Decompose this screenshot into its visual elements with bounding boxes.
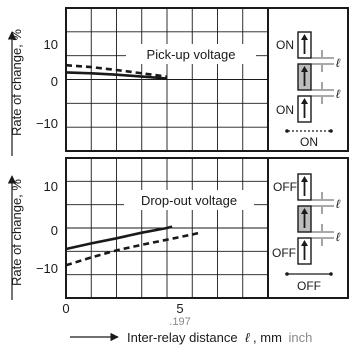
x-axis-label: Inter-relay distance ℓ , mm inch xyxy=(127,330,312,345)
dropout-panel: Drop-out voltage 10 0 −10 Rate of change… xyxy=(7,157,349,300)
x-axis-unit: , mm xyxy=(253,330,282,345)
pickup-series-solid xyxy=(65,71,168,80)
pickup-relay-diagram: ON ON ℓ ℓ ON xyxy=(276,31,341,149)
dropout-relay-diagram: OFF OFF ℓ ℓ OFF xyxy=(272,173,341,293)
dropout-series-solid xyxy=(65,225,173,251)
pickup-ytick-0: 0 xyxy=(51,74,58,89)
x-axis-unit-inch: inch xyxy=(289,330,313,345)
pickup-ytick-minus10: −10 xyxy=(36,116,58,131)
xtick-5-inch: .197 xyxy=(169,316,190,328)
pickup-panel: Pick-up voltage 10 0 −10 Rate of change,… xyxy=(7,7,349,156)
diagram-off-label-bottom: OFF xyxy=(272,246,296,260)
dropout-ytick-10: 10 xyxy=(44,179,58,194)
pickup-series xyxy=(65,63,168,80)
dropout-diagram-frame xyxy=(267,157,349,299)
x-axis-label-text: Inter-relay distance xyxy=(127,330,238,345)
gap-symbol-bottom: ℓ xyxy=(336,87,341,101)
x-axis-symbol: ℓ xyxy=(245,330,250,345)
dropout-grid xyxy=(66,158,268,298)
pickup-title: Pick-up voltage xyxy=(147,47,236,62)
pickup-diagram-frame xyxy=(267,7,349,152)
pickup-series-dashed xyxy=(65,63,168,78)
dropout-ylabel: Rate of change, % xyxy=(9,179,24,286)
gap-symbol-top-off: ℓ xyxy=(336,197,341,211)
gap-symbol-bottom-off: ℓ xyxy=(336,230,341,244)
dropout-title: Drop-out voltage xyxy=(141,193,237,208)
pickup-grid xyxy=(66,8,268,151)
xtick-0: 0 xyxy=(62,301,69,316)
dropout-ytick-minus10: −10 xyxy=(36,261,58,276)
dropout-series xyxy=(65,225,201,267)
pickup-ytick-10: 10 xyxy=(44,37,58,52)
pickup-caption: ON xyxy=(300,135,318,149)
dropout-caption: OFF xyxy=(297,279,321,293)
diagram-on-label-bottom: ON xyxy=(276,103,294,117)
diagram-on-label-top: ON xyxy=(276,38,294,52)
dropout-series-dashed xyxy=(65,231,201,267)
xtick-5: 5 xyxy=(176,301,183,316)
x-axis: 0 5 .197 Inter-relay distance ℓ , mm inc… xyxy=(62,301,312,345)
dropout-ytick-0: 0 xyxy=(51,223,58,238)
gap-symbol-top: ℓ xyxy=(336,56,341,70)
pickup-ylabel: Rate of change, % xyxy=(9,29,24,136)
diagram-off-label-top: OFF xyxy=(273,180,297,194)
